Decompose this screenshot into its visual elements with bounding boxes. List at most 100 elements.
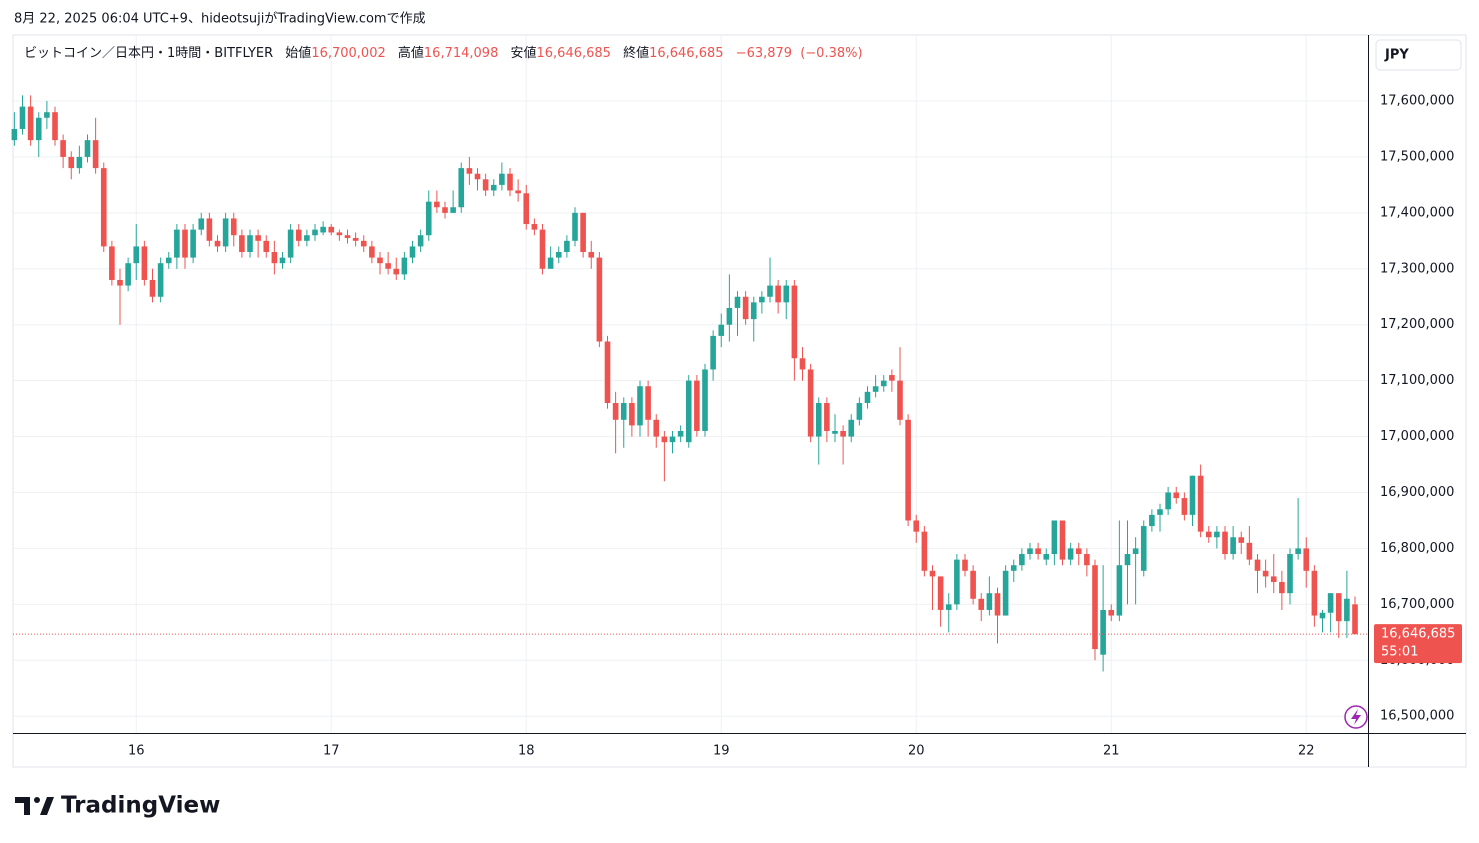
candle-body bbox=[1019, 554, 1025, 566]
candle-body bbox=[352, 238, 359, 241]
candle-body bbox=[1189, 475, 1196, 515]
candle-body bbox=[718, 324, 725, 336]
candle-body bbox=[897, 380, 903, 420]
currency-box[interactable] bbox=[1375, 39, 1462, 71]
candle-body bbox=[1254, 559, 1261, 571]
candle-body bbox=[1092, 565, 1098, 650]
candle-body bbox=[880, 380, 887, 387]
candle-body bbox=[653, 419, 660, 437]
candle-body bbox=[856, 403, 863, 420]
candle-body bbox=[117, 279, 123, 286]
candle-body bbox=[401, 257, 408, 275]
candle-body bbox=[1344, 598, 1350, 622]
candle-body bbox=[1270, 576, 1277, 582]
candle-body bbox=[1205, 531, 1212, 538]
y-tick-label: 16,900,000 bbox=[1380, 485, 1454, 500]
candle-body bbox=[669, 436, 676, 443]
candle-body bbox=[637, 386, 643, 426]
candle-body bbox=[434, 201, 440, 208]
candle-body bbox=[393, 268, 400, 275]
candle-body bbox=[84, 140, 91, 157]
currency[interactable]: JPY bbox=[1384, 48, 1409, 63]
candle-body bbox=[174, 229, 180, 258]
candle-body bbox=[872, 386, 879, 392]
candle-body bbox=[157, 263, 164, 297]
candle-body bbox=[1319, 612, 1326, 619]
change: −63,879 bbox=[736, 46, 792, 61]
candle-body bbox=[198, 218, 205, 230]
candle-body bbox=[417, 235, 424, 247]
y-tick-label: 16,500,000 bbox=[1380, 709, 1454, 724]
last-price-label: 16,646,685 bbox=[1381, 627, 1455, 642]
candle-body bbox=[109, 246, 115, 280]
last-price-box bbox=[1374, 624, 1462, 664]
candle-body bbox=[710, 335, 716, 370]
candle-body bbox=[1303, 548, 1310, 571]
candle-body bbox=[1287, 554, 1293, 594]
candle-body bbox=[1238, 537, 1245, 543]
candle-body bbox=[1116, 565, 1123, 616]
candle-body bbox=[263, 240, 270, 253]
candle-body bbox=[442, 207, 448, 213]
candle-body bbox=[726, 307, 733, 325]
candle-body bbox=[572, 212, 578, 241]
x-tick-label: 21 bbox=[1103, 744, 1120, 759]
candle-body bbox=[320, 226, 326, 233]
candle-body bbox=[954, 559, 960, 605]
candle-body bbox=[1027, 548, 1033, 555]
candle-body bbox=[230, 218, 237, 236]
candle-body bbox=[588, 252, 595, 258]
candle-body bbox=[547, 257, 554, 269]
candle-body bbox=[604, 341, 611, 404]
candle-body bbox=[905, 419, 911, 521]
candle-body bbox=[385, 263, 391, 269]
candle-body bbox=[994, 593, 1001, 616]
candle-body bbox=[864, 391, 871, 404]
candle-body bbox=[1010, 565, 1017, 571]
candle-body bbox=[100, 168, 107, 247]
candle-body bbox=[35, 117, 42, 141]
candle-body bbox=[815, 403, 822, 437]
candle-body bbox=[661, 436, 668, 443]
candle-body bbox=[369, 246, 375, 258]
candle-body bbox=[328, 226, 335, 233]
candle-body bbox=[750, 302, 757, 320]
candle-body bbox=[409, 246, 416, 258]
candle-body bbox=[1067, 548, 1074, 560]
candle-body bbox=[214, 240, 221, 247]
candle-body bbox=[1279, 581, 1285, 594]
candle-body bbox=[255, 235, 261, 241]
candle-body bbox=[523, 193, 530, 225]
countdown: 55:01 bbox=[1381, 645, 1418, 660]
legend-value: 16,700,002 bbox=[311, 46, 385, 61]
candle-body bbox=[921, 531, 928, 571]
candle-body bbox=[247, 235, 253, 253]
candle-body bbox=[295, 229, 302, 241]
candle-body bbox=[1059, 520, 1066, 560]
brand: TradingView bbox=[61, 793, 220, 819]
candle-body bbox=[685, 380, 692, 443]
logo-mark bbox=[15, 797, 54, 815]
candle-body bbox=[531, 224, 538, 230]
candle-body bbox=[1327, 593, 1334, 613]
legend-value: 16,714,098 bbox=[424, 46, 498, 61]
candle-body bbox=[970, 570, 976, 599]
candle-body bbox=[1181, 498, 1188, 515]
candle-body bbox=[694, 380, 700, 431]
candle-body bbox=[1149, 514, 1155, 527]
candle-body bbox=[360, 240, 367, 247]
candle-body bbox=[734, 296, 741, 308]
candle-body bbox=[377, 257, 383, 264]
x-tick-label: 17 bbox=[323, 744, 340, 759]
candle-body bbox=[1124, 554, 1131, 566]
candle-body bbox=[1222, 531, 1228, 555]
candle-body bbox=[539, 229, 546, 269]
candle-body bbox=[92, 140, 99, 169]
candle-body bbox=[304, 235, 310, 241]
candle-body bbox=[499, 173, 505, 185]
candle-body bbox=[482, 179, 489, 191]
y-tick-label: 16,700,000 bbox=[1380, 597, 1454, 612]
candle-body bbox=[677, 430, 684, 437]
candle-body bbox=[1230, 537, 1236, 555]
